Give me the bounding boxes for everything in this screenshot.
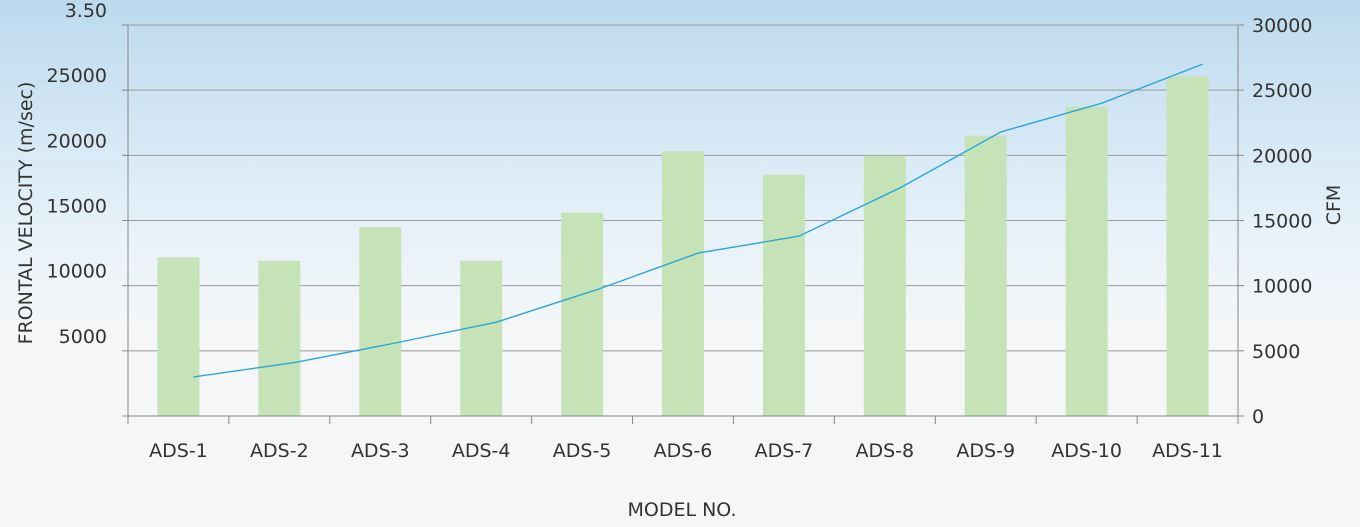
- right-axis-title: CFM: [1323, 185, 1345, 226]
- x-tick-label: ADS-11: [1152, 440, 1223, 462]
- left-tick-label: 25000: [47, 65, 107, 87]
- x-axis-ticks: ADS-1 ADS-2 ADS-3 ADS-4 ADS-5 ADS-6 ADS-7 ADS-8…: [149, 440, 1223, 462]
- right-tick-label: 25000: [1252, 80, 1312, 102]
- x-tick-label: ADS-7: [755, 440, 814, 462]
- left-axis-title: FRONTAL VELOCITY (m/sec): [15, 82, 37, 345]
- x-tick-label: ADS-4: [452, 440, 511, 462]
- x-tick-label: ADS-1: [149, 440, 208, 462]
- right-axis-ticks: 0 5000 10000 15000 20000 25000 30000: [1252, 15, 1312, 428]
- axes: [122, 24, 1244, 424]
- bar: [863, 155, 906, 416]
- bar: [157, 257, 200, 416]
- right-tick-label: 5000: [1252, 341, 1300, 363]
- bar: [1065, 106, 1108, 417]
- bar-series: [157, 76, 1209, 417]
- bar: [359, 227, 402, 416]
- line-series: [193, 63, 1203, 378]
- bar: [460, 260, 503, 416]
- bar: [762, 174, 805, 416]
- bar: [964, 135, 1007, 416]
- x-tick-label: ADS-10: [1051, 440, 1122, 462]
- x-tick-label: ADS-9: [956, 440, 1015, 462]
- left-tick-label: 20000: [47, 130, 107, 152]
- cfm-line: [193, 63, 1203, 378]
- x-tick-label: ADS-2: [250, 440, 309, 462]
- right-tick-label: 20000: [1252, 145, 1312, 167]
- left-tick-label: 3.50: [65, 0, 107, 22]
- left-tick-label: 5000: [59, 326, 107, 348]
- bar: [1166, 76, 1209, 416]
- x-tick-label: ADS-8: [855, 440, 914, 462]
- x-tick-label: ADS-3: [351, 440, 410, 462]
- right-tick-label: 0: [1252, 406, 1264, 428]
- bar: [662, 151, 704, 417]
- bar: [561, 212, 604, 416]
- left-tick-label: 10000: [47, 261, 107, 283]
- right-tick-label: 30000: [1252, 15, 1312, 37]
- right-tick-label: 15000: [1252, 211, 1312, 233]
- bar: [258, 260, 301, 416]
- left-tick-label: 15000: [47, 196, 107, 218]
- x-axis-title: MODEL NO.: [627, 499, 736, 521]
- right-tick-label: 10000: [1252, 276, 1312, 298]
- left-axis-ticks: 5000 10000 15000 20000 25000 3.50: [47, 0, 107, 348]
- x-tick-label: ADS-6: [654, 440, 713, 462]
- x-tick-label: ADS-5: [553, 440, 612, 462]
